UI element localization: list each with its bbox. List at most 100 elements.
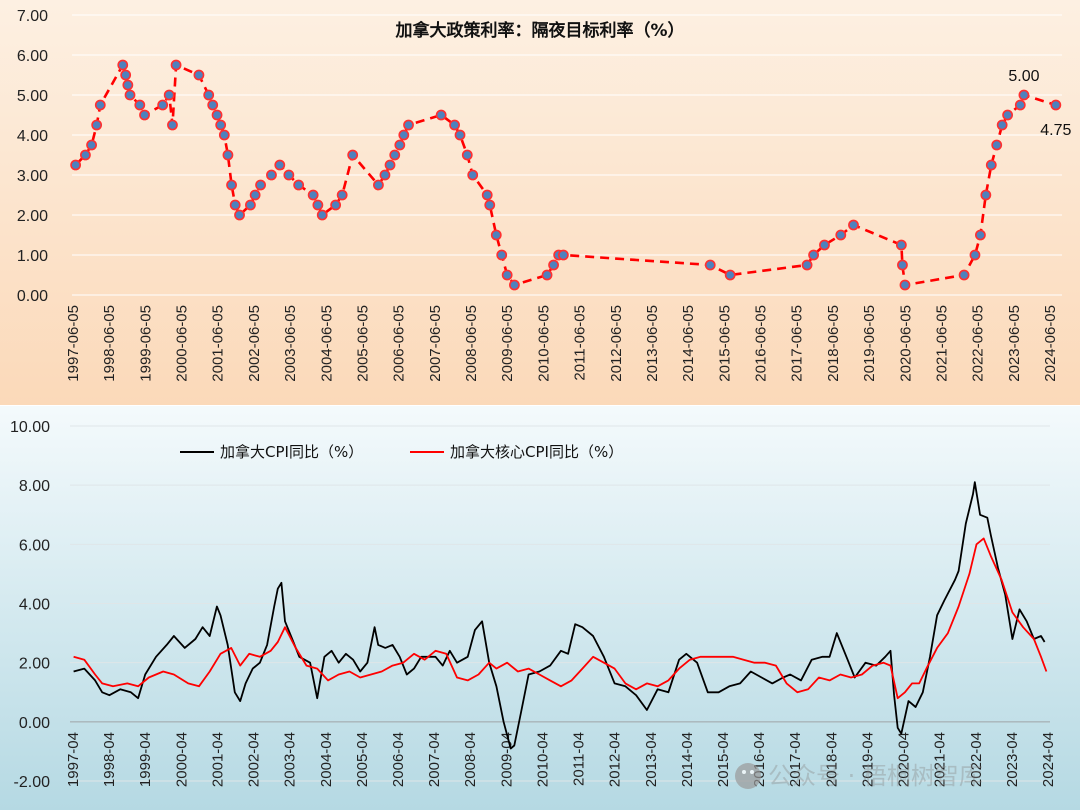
rate-point [899,279,911,291]
rate-point [484,199,496,211]
wechat-icon-eye-right [750,770,754,774]
rate-point [835,229,847,241]
rate-point [167,119,178,131]
rate-x-tick-label: 2002-06-05 [246,305,263,382]
rate-x-tick-label: 2006-06-05 [391,305,408,382]
rate-point [1002,109,1014,121]
rate-point [548,259,559,271]
rate-point [229,199,241,211]
rate-point [336,189,348,201]
rate-point [435,109,447,121]
cpi-x-tick-label: 2002-04 [246,732,263,787]
rate-x-tick-label: 2024-06-05 [1042,305,1059,382]
rate-y-tick-label: 3.00 [17,168,48,185]
cpi-x-tick-label: 2022-04 [968,732,985,787]
cpi-y-tick-label: 8.00 [19,478,50,495]
rate-point [245,199,256,211]
rate-point [895,239,907,251]
rate-point [819,239,830,251]
rate-point [373,179,384,191]
cpi-x-tick-label: 2008-04 [462,732,479,787]
rate-x-tick-label: 2004-06-05 [318,305,335,382]
rate-x-tick-label: 2014-06-05 [680,305,697,382]
rate-point [211,109,223,121]
rate-point [255,179,266,191]
rate-point [207,99,219,111]
rate-point [449,119,460,131]
rate-point [969,249,981,261]
rate-point [1014,99,1026,111]
rate-point [124,89,136,101]
rate-point [293,179,305,191]
rate-point [134,99,146,111]
rate-x-tick-label: 2017-06-05 [789,305,806,382]
rate-x-tick-label: 1999-06-05 [137,305,154,382]
rate-x-tick-label: 2005-06-05 [354,305,371,382]
cpi-x-tick-label: 1998-04 [101,732,118,787]
cpi-x-tick-label: 2013-04 [643,732,660,787]
rate-point [481,189,493,201]
rate-x-tick-label: 1997-06-05 [65,305,82,382]
rate-point [496,249,508,261]
rate-point [218,129,230,141]
rate-point [384,159,396,171]
rate-point [985,159,997,171]
rate-x-tick-label: 2016-06-05 [753,305,770,382]
rate-point [274,159,286,171]
cpi-y-tick-label: 4.00 [19,597,50,614]
rate-x-tick-label: 2023-06-05 [1006,305,1023,382]
cpi-x-tick-label: 2006-04 [390,732,407,787]
rate-point [70,159,82,171]
rate-x-tick-label: 2009-06-05 [499,305,516,382]
rate-x-tick-label: 2019-06-05 [861,305,878,382]
rate-point [490,229,502,241]
policy-rate-chart: 0.00 1.00 2.00 3.00 4.00 5.00 6.00 7.00 1997-06… [17,8,1072,382]
rate-point [122,79,134,91]
cpi-y-tick-label: 6.00 [19,537,50,554]
rate-x-tick-label: 2022-06-05 [970,305,987,382]
cpi-x-tick-label: 2009-04 [498,732,515,787]
rate-point [266,169,277,181]
rate-point [215,119,227,131]
rate-x-tick-label: 2010-06-05 [535,305,552,382]
cpi-x-tick-label: 2023-04 [1004,732,1021,787]
rate-annotation: 5.00 [1008,68,1039,85]
cpi-x-tick-label: 2001-04 [209,732,226,787]
rate-point [91,119,103,131]
policy-rate-chart-title: 加拿大政策利率：隔夜目标利率（%） [394,20,684,41]
rate-point [139,109,150,121]
cpi-y-tick-label: 2.00 [19,656,50,673]
cpi-x-tick-label: 2007-04 [426,732,443,787]
rate-point [316,209,328,221]
cpi-x-tick-label: 2000-04 [173,732,190,787]
cpi-x-tick-label: 2010-04 [534,732,551,787]
rate-point [80,149,91,161]
rate-point [509,279,520,291]
rate-point [1050,99,1062,111]
rate-x-tick-label: 2011-06-05 [572,305,589,381]
rate-point [193,69,205,81]
rate-x-tick-label: 2020-06-05 [897,305,914,382]
rate-point [897,259,908,271]
rate-point [312,199,324,211]
rate-point [94,99,106,111]
legend-label-core-cpi: 加拿大核心CPI同比（%） [450,443,623,461]
cpi-y-tick-label: 10.00 [10,419,50,436]
rate-point [379,169,391,181]
rate-point [117,59,129,71]
cpi-x-tick-label: 2018-04 [823,732,840,787]
rate-point [808,249,819,261]
rate-point [975,229,986,241]
cpi-y-tick-label: 0.00 [19,715,50,732]
cpi-x-tick-label: 2004-04 [318,732,335,787]
rate-point [996,119,1008,131]
rate-point [222,149,234,161]
rate-point [704,259,716,271]
rate-point [389,149,401,161]
rate-point [958,269,970,281]
rate-point [234,209,245,221]
cpi-legend: 加拿大CPI同比（%） 加拿大核心CPI同比（%） [180,443,623,461]
rate-point [557,249,569,261]
rate-point [330,199,342,211]
